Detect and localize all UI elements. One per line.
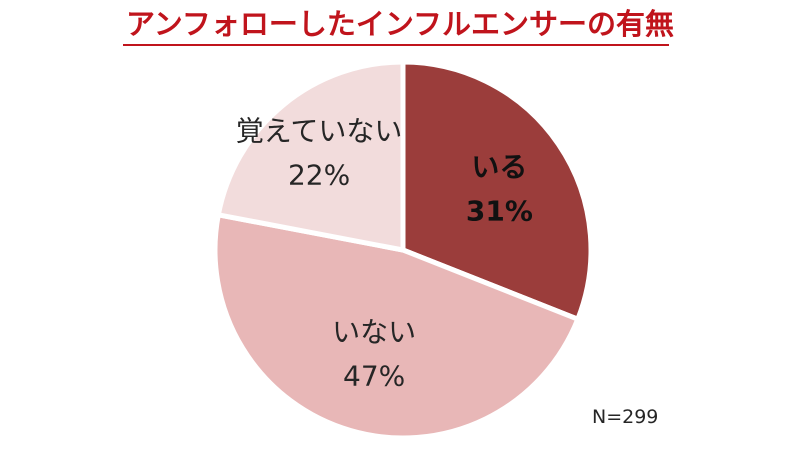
slice-label-2: いない: [332, 315, 416, 348]
pie-slice-3: [215, 59, 406, 253]
pie-labels: いる 31% いない 47% 覚えていない 22%: [236, 115, 533, 393]
slice-label-1: いる: [471, 150, 527, 183]
slice-value-label-2: 47%: [343, 359, 405, 392]
chart-title: アンフォローしたインフルエンサーの有無: [125, 7, 675, 41]
pie-slice-1: [400, 59, 594, 322]
pie-slice-2: [212, 212, 581, 441]
slice-label-3: 覚えていない: [236, 115, 403, 148]
slice-value-label-1: 31%: [466, 194, 533, 227]
pie-slices: [212, 59, 594, 441]
title-underline: [123, 44, 669, 46]
sample-size-note: N=299: [592, 406, 659, 428]
slice-value-label-3: 22%: [288, 159, 350, 192]
